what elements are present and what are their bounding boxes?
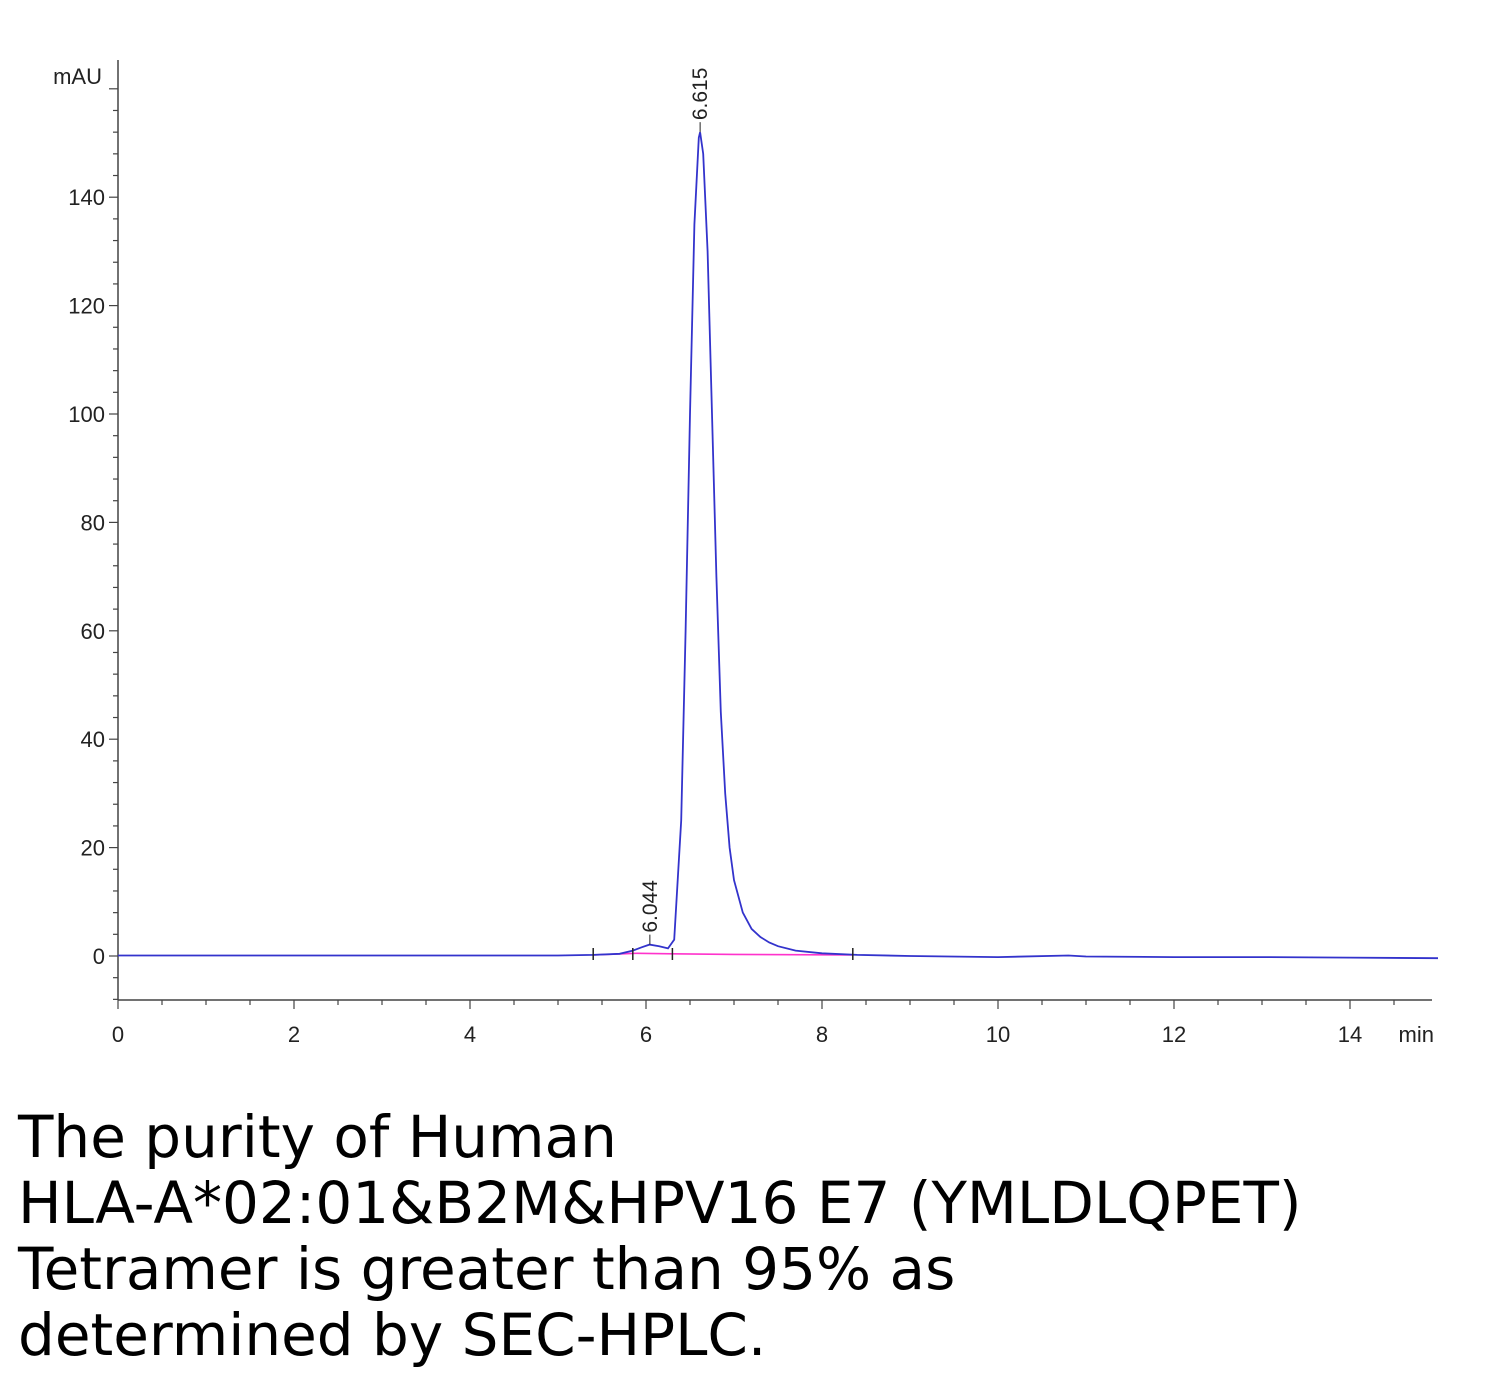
chromatogram-trace xyxy=(118,131,1439,960)
y-tick-label: 140 xyxy=(68,185,105,210)
y-tick-label: 120 xyxy=(68,294,105,319)
y-axis: 0 20 40 60 80 100 120 140 mAU xyxy=(53,60,119,1000)
caption: The purity of Human HLA-A*02:01&B2M&HPV1… xyxy=(18,1104,1478,1368)
x-axis-unit-label: min xyxy=(1399,1022,1434,1047)
x-tick-label: 4 xyxy=(464,1022,476,1047)
caption-line-2: HLA-A*02:01&B2M&HPV16 E7 (YMLDLQPET) xyxy=(18,1169,1302,1237)
y-tick-label: 60 xyxy=(81,619,105,644)
x-tick-label: 2 xyxy=(288,1022,300,1047)
x-tick-label: 12 xyxy=(1162,1022,1186,1047)
x-tick-label: 14 xyxy=(1338,1022,1362,1047)
y-tick-label: 80 xyxy=(81,510,105,535)
annotation-layer: 6.044 6.615 xyxy=(639,68,712,945)
y-tick-label: 40 xyxy=(81,727,105,752)
x-tick-label: 6 xyxy=(640,1022,652,1047)
y-axis-unit-label: mAU xyxy=(53,64,102,89)
caption-line-1: The purity of Human xyxy=(18,1103,617,1171)
x-axis: 0 2 4 6 8 10 12 14 min xyxy=(112,999,1434,1047)
x-tick-label: 8 xyxy=(816,1022,828,1047)
chromatogram-chart: 0 20 40 60 80 100 120 140 mAU 0 2 4 6 8 10 12 14 min 6.0… xyxy=(53,60,1439,1047)
caption-line-3: Tetramer is greater than 95% as xyxy=(18,1235,956,1303)
x-tick-label: 10 xyxy=(986,1022,1010,1047)
peak-label: 6.615 xyxy=(689,68,712,121)
series-layer xyxy=(118,131,1439,960)
x-tick-label: 0 xyxy=(112,1022,124,1047)
y-tick-label: 0 xyxy=(93,944,105,969)
y-tick-label: 20 xyxy=(81,836,105,861)
caption-line-4: determined by SEC-HPLC. xyxy=(18,1301,767,1369)
peak-label: 6.044 xyxy=(639,880,662,933)
y-tick-label: 100 xyxy=(68,402,105,427)
